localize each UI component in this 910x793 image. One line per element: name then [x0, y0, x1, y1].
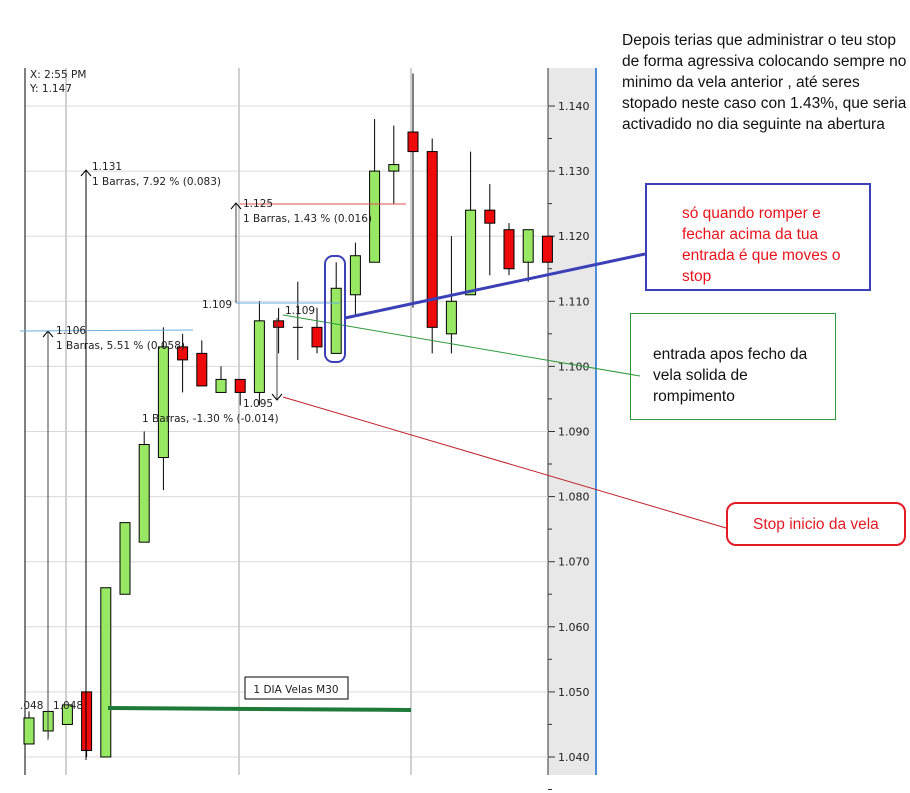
- arrow-up-icon: [230, 202, 242, 210]
- candle-down: [273, 320, 285, 328]
- y-tick-label: 1.120: [558, 230, 590, 243]
- crosshair-x-label: X: 2:55 PM: [30, 69, 86, 81]
- red-annotation-box: Stop inicio da vela: [726, 502, 906, 546]
- y-tick-label: 1.050: [558, 686, 590, 699]
- measure-text: 1 Barras, -1.30 % (-0.014): [142, 413, 279, 425]
- highlight-candle-outline: [324, 255, 346, 363]
- green-annotation-box: entrada apos fecho da vela solida de rom…: [630, 313, 836, 420]
- candle-down: [503, 229, 515, 270]
- arrow-up-icon: [80, 169, 92, 177]
- price-label: 1.048: [53, 700, 83, 712]
- candle-up: [522, 229, 534, 263]
- measure-price: 1.106: [56, 325, 86, 337]
- price-axis-panel: [548, 68, 596, 775]
- candle-up: [253, 320, 265, 393]
- timeframe-label: 1 DIA Velas M30: [253, 684, 338, 696]
- price-label: .048: [20, 700, 43, 712]
- candle-up: [100, 587, 112, 758]
- candle-up: [61, 704, 73, 725]
- green-pointer-line: [282, 314, 641, 377]
- blue-pointer-line: [344, 252, 646, 320]
- y-tick-label: 1.060: [558, 621, 590, 634]
- candle-up: [388, 164, 400, 172]
- candle-up: [465, 209, 477, 296]
- entry-level-line: [107, 706, 412, 712]
- candle-up: [369, 170, 381, 263]
- arrow-down-icon: [271, 393, 283, 401]
- measure-price: 1.125: [243, 198, 273, 210]
- y-tick-label: 1.140: [558, 100, 590, 113]
- candle-up: [23, 717, 35, 745]
- candle-down: [426, 151, 438, 328]
- y-tick-label: 1.070: [558, 556, 590, 569]
- candle-up: [215, 378, 227, 393]
- y-tick-label: 1.110: [558, 295, 590, 308]
- candle-down: [484, 209, 496, 224]
- y-tick-label: 1.080: [558, 491, 590, 504]
- candle-up: [157, 346, 169, 459]
- candle-down: [234, 378, 246, 393]
- level-line-1106: [19, 329, 194, 332]
- candle-down: [541, 235, 553, 263]
- blue-annotation-box: só quando romper e fechar acima da tua e…: [645, 183, 871, 291]
- price-label: 1.109: [202, 299, 232, 311]
- top-annotation: Depois terias que administrar o teu stop…: [622, 32, 907, 133]
- candle-down: [311, 326, 323, 348]
- candle-up: [330, 287, 342, 354]
- red-pointer-line: [282, 396, 727, 529]
- measure-price: 1.095: [243, 398, 273, 410]
- candle-up: [138, 444, 150, 543]
- candle-down: [196, 352, 208, 387]
- candle-down: [81, 691, 93, 751]
- y-tick-label: 1.040: [558, 751, 590, 764]
- y-tick-label: 1.130: [558, 165, 590, 178]
- timeframe-label-box: [244, 676, 349, 700]
- y-tick-label: 1.090: [558, 426, 590, 439]
- candle-down: [177, 346, 189, 361]
- measure-price: 1.131: [92, 161, 122, 173]
- crosshair-y-label: Y: 1.147: [29, 83, 72, 95]
- measure-text: 1 Barras, 1.43 % (0.016): [243, 213, 372, 225]
- price-label: 1.109: [285, 305, 315, 317]
- candle-down: [407, 131, 419, 153]
- measure-text: 1 Barras, 7.92 % (0.083): [92, 176, 221, 188]
- candle-up: [119, 522, 131, 595]
- candle-up: [349, 255, 361, 296]
- measure-text: 1 Barras, 5.51 % (0.058): [56, 340, 185, 352]
- candle-up: [445, 300, 457, 335]
